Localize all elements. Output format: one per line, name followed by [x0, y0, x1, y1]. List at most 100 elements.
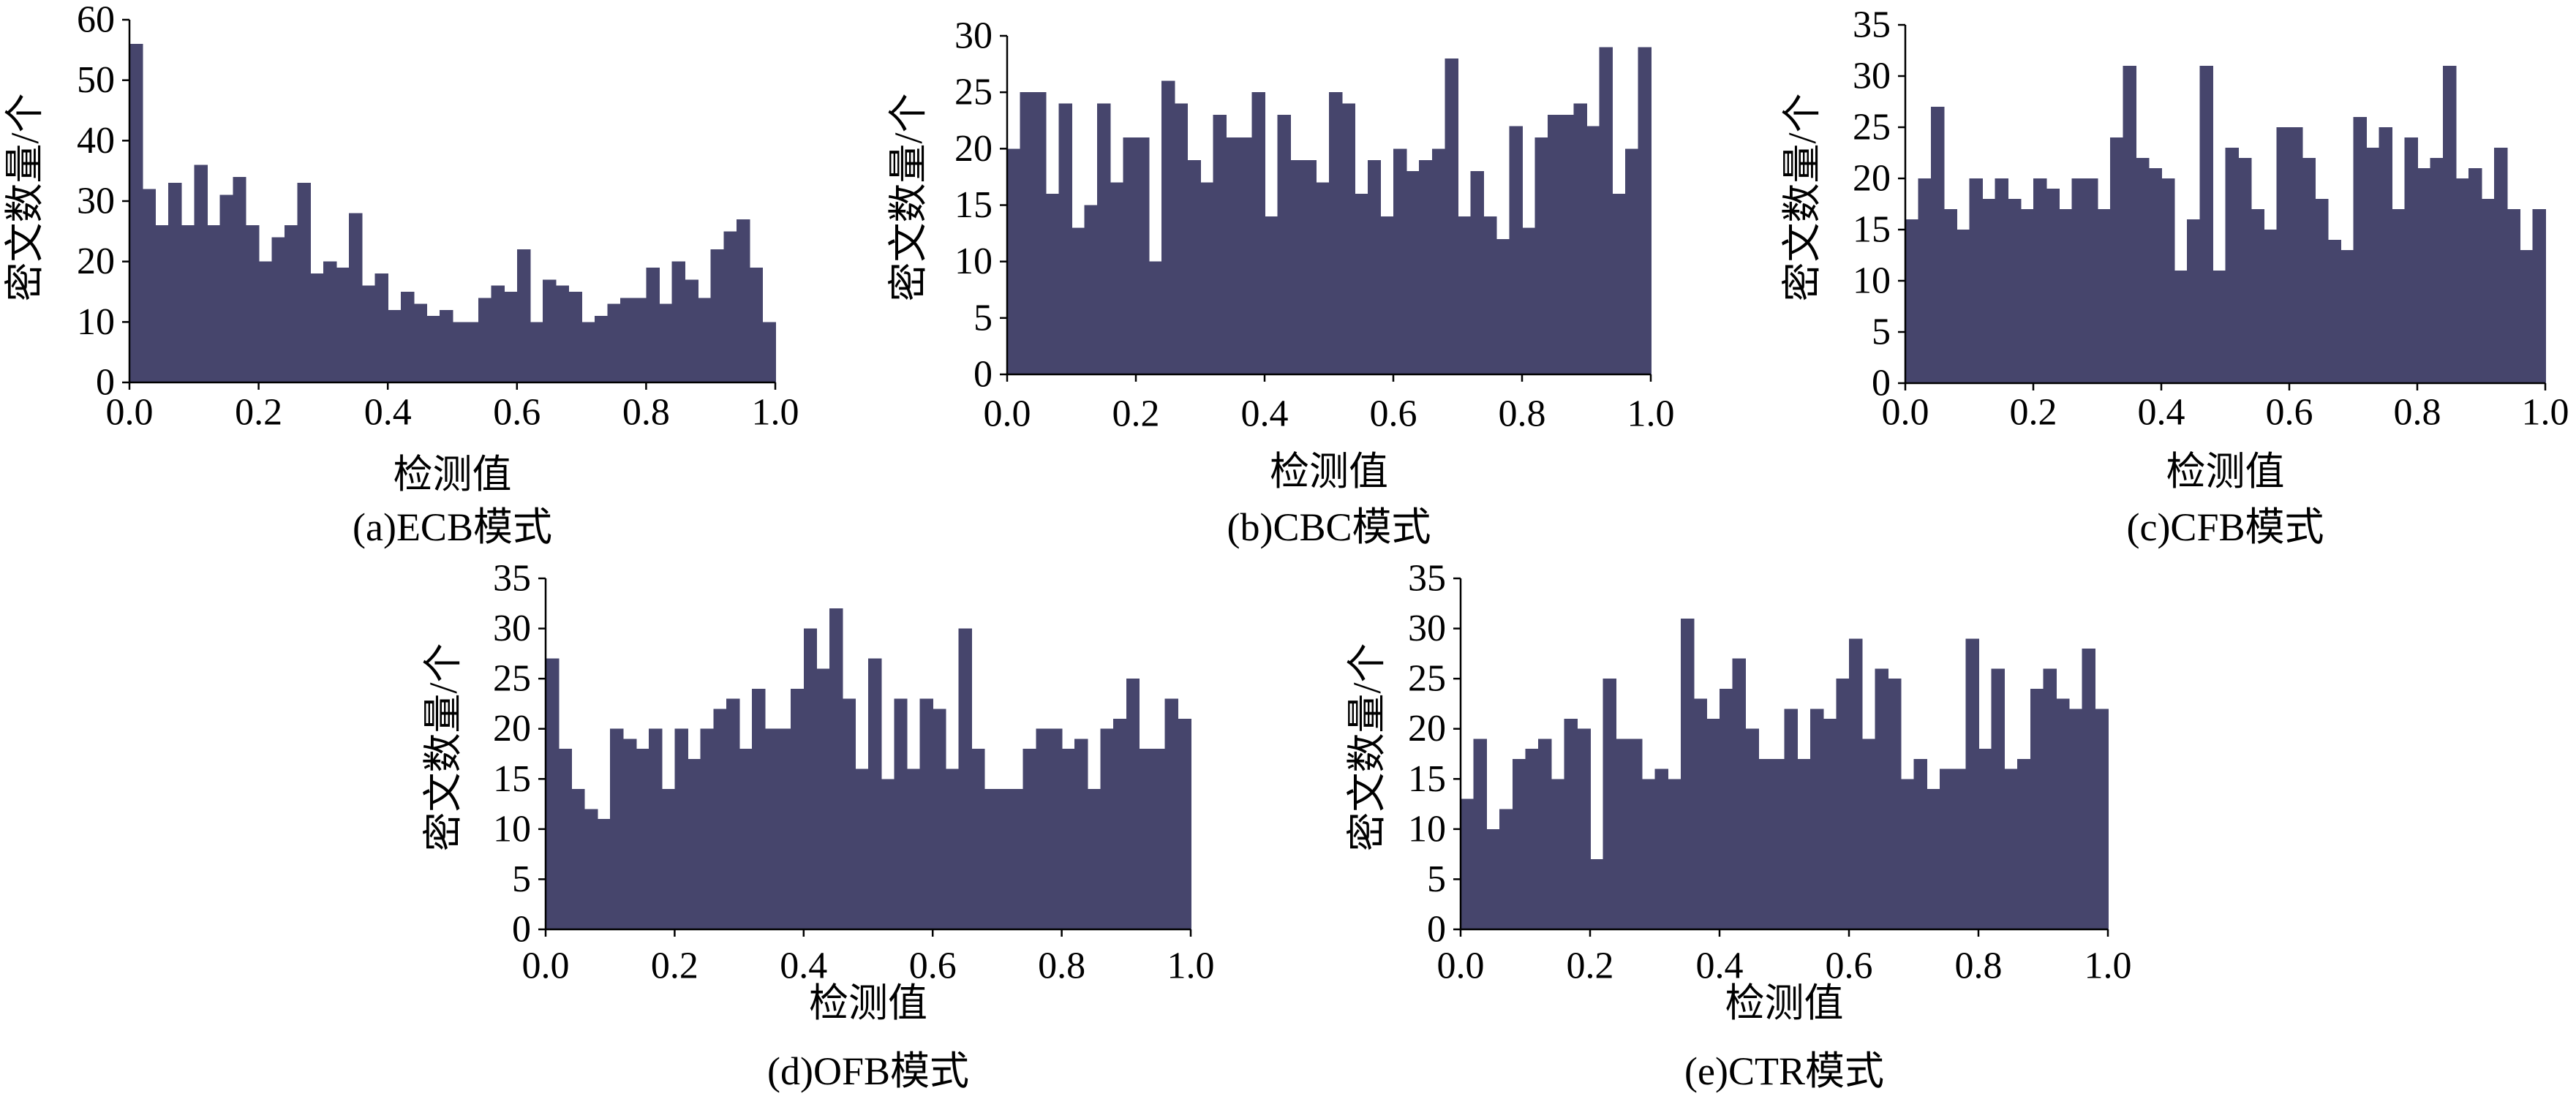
histogram-bar [323, 261, 337, 382]
y-tick-label: 30 [1408, 608, 1446, 649]
histogram-bar [2520, 250, 2534, 383]
histogram-bar [2225, 148, 2239, 383]
y-tick-label: 35 [1408, 558, 1446, 600]
histogram-bar [739, 749, 753, 929]
histogram-bar [543, 279, 557, 382]
histogram-bar [2532, 209, 2546, 383]
histogram-bar [1341, 103, 1355, 374]
histogram-bar [700, 728, 715, 929]
y-tick-label: 30 [1853, 56, 1891, 97]
y-tick-label: 5 [973, 297, 993, 339]
histogram-bar [155, 225, 169, 382]
histogram-bar [1836, 679, 1850, 929]
x-tick-label: 0.2 [651, 945, 698, 987]
histogram-bar [2046, 189, 2060, 383]
histogram-bar [491, 285, 505, 382]
histogram-bar [2043, 668, 2057, 929]
x-tick-label: 1.0 [752, 392, 799, 434]
histogram-bar [219, 195, 234, 382]
x-tick-label: 0.0 [984, 393, 1031, 435]
histogram-bar [2097, 209, 2111, 383]
y-tick-label: 25 [1853, 107, 1891, 148]
y-tick-label: 30 [77, 181, 115, 222]
histogram-bar [2251, 209, 2264, 383]
histogram-bar [1473, 739, 1488, 929]
histogram-bar [1213, 115, 1227, 374]
histogram-bar [855, 768, 869, 929]
y-tick-label: 25 [1408, 658, 1446, 700]
histogram-bar [597, 819, 611, 929]
histogram-bar [1969, 178, 1983, 383]
x-axis-label: 检测值 [809, 981, 927, 1025]
histogram-bar [271, 237, 285, 382]
histogram-bar [2008, 199, 2022, 383]
histogram-bar [1113, 719, 1127, 929]
histogram-bars [546, 608, 1191, 929]
histogram-bar [1499, 809, 1513, 929]
histogram-bars [1007, 47, 1652, 375]
histogram-bar [310, 273, 324, 382]
x-tick-label: 0.6 [1370, 393, 1417, 435]
histogram-bar [777, 728, 791, 929]
histogram-bar [1406, 171, 1420, 374]
histogram-bar [1045, 194, 1060, 374]
histogram-bar [1952, 768, 1967, 929]
histogram-bar [1590, 859, 1604, 929]
histogram-bar [167, 183, 182, 382]
histogram-bar [2059, 209, 2073, 383]
histogram-bar [2148, 168, 2162, 383]
histogram-bar [1470, 171, 1484, 374]
chart-d-ofb: 0 5 10 15 20 25 30 35 0.0 0.2 0.4 0.6 0.8 1.0 检测值 密文数量/… [421, 558, 1215, 1094]
histogram-bar [1758, 758, 1772, 929]
x-tick-label: 0.2 [1567, 945, 1614, 987]
histogram-bar [791, 688, 805, 929]
histogram-bar [336, 267, 350, 382]
histogram-bar [2494, 148, 2508, 383]
histogram-bar [233, 176, 246, 382]
chart-b-cbc: 0 5 10 15 20 25 30 0.0 0.2 0.4 0.6 0.8 1.0 检测值 密文数量/个 (… [886, 15, 1675, 550]
histogram-bar [2004, 768, 2018, 929]
histogram-bar [546, 658, 560, 929]
histogram-bar [181, 225, 195, 382]
y-tick-label: 25 [493, 658, 531, 700]
histogram-bar [1771, 758, 1785, 929]
histogram-bar [723, 231, 737, 382]
x-tick-label: 0.2 [1112, 393, 1160, 435]
x-tick-label: 1.0 [1167, 945, 1215, 987]
chart-caption: (d)OFB模式 [767, 1049, 969, 1093]
histogram-bar [1483, 216, 1497, 374]
y-axis-label: 密文数量/个 [421, 643, 465, 851]
histogram-bar [2481, 199, 2495, 383]
histogram-bar [2315, 199, 2329, 383]
x-tick-label: 0.4 [780, 945, 827, 987]
histogram-bar [1823, 719, 1837, 929]
histogram-bar [1419, 159, 1433, 374]
histogram-bar [1084, 205, 1098, 374]
x-tick-label: 1.0 [1627, 393, 1675, 435]
histogram-bar [1888, 679, 1902, 929]
histogram-bar [868, 658, 882, 929]
histogram-bar [1900, 779, 1915, 929]
histogram-bar [1918, 178, 1932, 383]
histogram-bar [1251, 92, 1265, 375]
histogram-bar [1087, 789, 1101, 929]
histogram-bar [1074, 739, 1088, 929]
y-tick-label: 10 [1408, 808, 1446, 850]
histogram-bar [2136, 158, 2150, 383]
histogram-bar [1641, 779, 1656, 929]
x-tick-label: 0.8 [2394, 392, 2441, 434]
y-tick-label: 30 [954, 15, 993, 57]
histogram-bar [2199, 66, 2213, 383]
histogram-bar [439, 309, 453, 382]
histogram-bar [2161, 178, 2175, 383]
histogram-bar [1913, 758, 1927, 929]
histogram-bar [829, 608, 843, 929]
histogram-bar [2056, 698, 2070, 929]
histogram-bar [388, 309, 402, 382]
y-tick-label: 0 [512, 909, 531, 951]
histogram-bar [374, 273, 388, 382]
histogram-bar [2392, 209, 2406, 383]
histogram-bar [530, 322, 543, 382]
histogram-bar [361, 285, 376, 382]
